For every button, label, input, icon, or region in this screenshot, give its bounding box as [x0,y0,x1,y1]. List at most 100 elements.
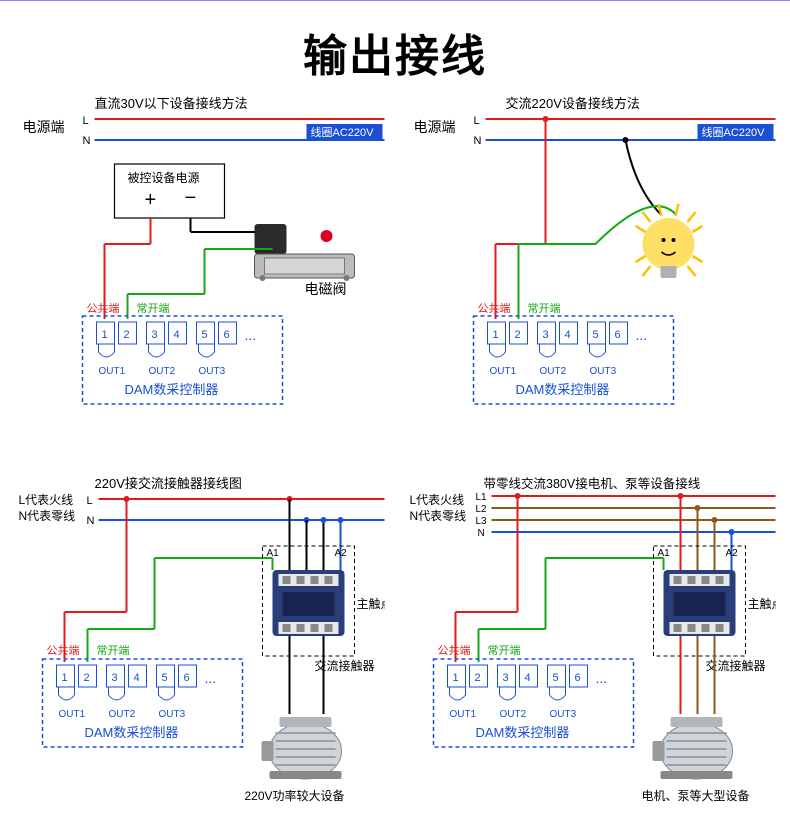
svg-text:DAM数采控制器: DAM数采控制器 [85,725,179,740]
svg-text:N代表零线: N代表零线 [410,509,467,523]
panel-380v: 带零线交流380V接电机、泵等设备接线 L代表火线 N代表零线 L1 L2 L3… [405,474,776,814]
motor-icon [653,717,733,779]
power-label: 电源端 [23,119,65,135]
svg-text:OUT1: OUT1 [59,709,86,720]
svg-text:6: 6 [184,672,190,684]
svg-text:1: 1 [62,672,68,684]
svg-text:电源端: 电源端 [414,119,456,135]
svg-text:A1: A1 [267,548,280,559]
svg-text:OUT2: OUT2 [500,709,527,720]
diagram-ac220v: 交流220V设备接线方法 电源端 L N 线圈AC220V [405,94,776,434]
svg-text:2: 2 [84,672,90,684]
diagram-380v: 带零线交流380V接电机、泵等设备接线 L代表火线 N代表零线 L1 L2 L3… [405,474,776,814]
panel-dc30v: 直流30V以下设备接线方法 电源端 L N 线圈AC220V 被控设备电源 + … [14,94,385,434]
svg-text:N: N [474,135,482,147]
svg-text:3: 3 [503,672,509,684]
svg-text:4: 4 [134,672,140,684]
psu-label: 被控设备电源 [128,171,200,185]
svg-text:OUT1: OUT1 [450,709,477,720]
svg-text:带零线交流380V接电机、泵等设备接线: 带零线交流380V接电机、泵等设备接线 [484,476,701,491]
dam-label: DAM数采控制器 [125,382,219,397]
svg-text:220V功率较大设备: 220V功率较大设备 [245,788,345,803]
diagram-220v-contactor: 220V接交流接触器接线图 L代表火线 N代表零线 L N [14,474,385,814]
svg-text:...: ... [636,327,648,343]
terminals: 1 2 3 4 5 6 ... OUT1 OUT2 OUT3 [97,322,257,377]
svg-text:5: 5 [202,329,208,341]
svg-text:5: 5 [553,672,559,684]
svg-text:3: 3 [152,329,158,341]
svg-text:L代表火线: L代表火线 [19,493,74,507]
power-N: N [83,135,91,147]
svg-text:...: ... [245,327,257,343]
panel-220v-contactor: 220V接交流接触器接线图 L代表火线 N代表零线 L N [14,474,385,814]
coil-label: 线圈AC220V [311,125,375,139]
svg-text:常开端: 常开端 [528,302,561,315]
psu-plus: + [145,189,157,211]
motor-icon [262,717,342,779]
power-L: L [83,115,89,127]
svg-text:电机、泵等大型设备: 电机、泵等大型设备 [642,789,750,803]
svg-text:4: 4 [174,329,180,341]
svg-text:L2: L2 [476,504,488,515]
svg-text:A2: A2 [726,548,739,559]
svg-text:L1: L1 [476,492,488,503]
svg-text:公共端: 公共端 [478,302,511,315]
svg-text:...: ... [596,670,608,686]
svg-text:4: 4 [525,672,531,684]
svg-text:6: 6 [224,329,230,341]
svg-text:6: 6 [615,329,621,341]
svg-text:OUT2: OUT2 [109,709,136,720]
diagram-dc30v: 直流30V以下设备接线方法 电源端 L N 线圈AC220V 被控设备电源 + … [14,94,385,434]
svg-text:5: 5 [162,672,168,684]
svg-text:2: 2 [515,329,521,341]
svg-text:220V接交流接触器接线图: 220V接交流接触器接线图 [95,476,242,491]
svg-text:4: 4 [565,329,571,341]
svg-text:1: 1 [493,329,499,341]
svg-text:N: N [478,528,485,539]
svg-text:OUT2: OUT2 [149,366,176,377]
svg-text:OUT3: OUT3 [199,366,226,377]
page-title: 输出接线 [0,20,790,84]
panel-title: 直流30V以下设备接线方法 [95,96,248,111]
panel-ac220v: 交流220V设备接线方法 电源端 L N 线圈AC220V [405,94,776,434]
svg-text:DAM数采控制器: DAM数采控制器 [476,725,570,740]
svg-text:OUT1: OUT1 [99,366,126,377]
svg-text:OUT3: OUT3 [590,366,617,377]
svg-text:1: 1 [102,329,108,341]
svg-text:L代表火线: L代表火线 [410,493,465,507]
svg-text:主触点: 主触点 [357,597,386,611]
svg-text:6: 6 [575,672,581,684]
svg-text:OUT3: OUT3 [159,709,186,720]
svg-text:2: 2 [124,329,130,341]
no-term-label: 常开端 [137,302,170,315]
svg-text:A1: A1 [658,548,671,559]
svg-text:2: 2 [475,672,481,684]
panel-title: 交流220V设备接线方法 [506,96,640,111]
svg-text:1: 1 [453,672,459,684]
svg-text:公共端: 公共端 [47,644,80,657]
psu-minus: − [185,187,197,209]
svg-text:L: L [474,115,480,127]
top-accent [0,0,790,6]
svg-text:OUT3: OUT3 [550,709,577,720]
solenoid-label: 电磁阀 [305,281,347,297]
svg-text:OUT2: OUT2 [540,366,567,377]
svg-text:A2: A2 [335,548,348,559]
svg-text:5: 5 [593,329,599,341]
svg-text:主触点: 主触点 [748,597,777,611]
svg-text:L: L [87,495,93,507]
svg-text:3: 3 [112,672,118,684]
light-bulb-icon [636,204,703,278]
svg-text:常开端: 常开端 [488,644,521,657]
svg-text:OUT1: OUT1 [490,366,517,377]
svg-text:N代表零线: N代表零线 [19,509,76,523]
svg-text:DAM数采控制器: DAM数采控制器 [516,382,610,397]
svg-text:3: 3 [543,329,549,341]
svg-text:...: ... [205,670,217,686]
svg-text:公共端: 公共端 [438,644,471,657]
diagram-grid: 直流30V以下设备接线方法 电源端 L N 线圈AC220V 被控设备电源 + … [0,94,790,828]
svg-text:L3: L3 [476,516,488,527]
svg-text:线圈AC220V: 线圈AC220V [702,125,766,139]
svg-text:N: N [87,515,95,527]
svg-text:常开端: 常开端 [97,644,130,657]
